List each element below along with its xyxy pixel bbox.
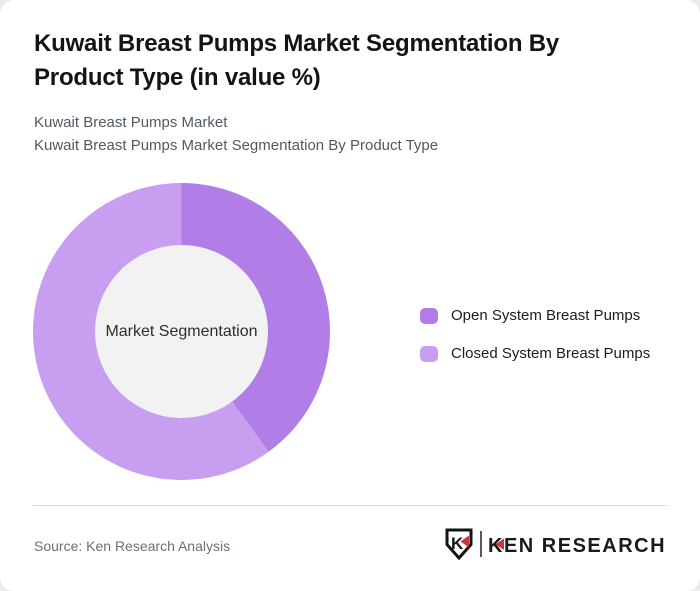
legend-label: Closed System Breast Pumps (451, 345, 651, 362)
subtitle-line-2: Kuwait Breast Pumps Market Segmentation … (34, 137, 439, 154)
svg-text:KEN RESEARCH: KEN RESEARCH (488, 535, 666, 557)
legend-item-open-system[interactable]: Open System Breast Pumps (420, 307, 650, 324)
subtitle-line-1: Kuwait Breast Pumps Market (34, 114, 228, 131)
svg-text:K: K (451, 534, 464, 553)
source-note: Source: Ken Research Analysis (34, 538, 231, 554)
donut-hole: Market Segmentation (95, 245, 268, 418)
donut-chart: Market Segmentation (33, 183, 330, 480)
logo-divider (480, 531, 482, 557)
legend-label: Open System Breast Pumps (451, 307, 641, 324)
footer-divider (33, 505, 667, 506)
donut-center-label: Market Segmentation (105, 322, 258, 340)
chart-subtitle: Kuwait Breast Pumps Market Kuwait Breast… (34, 111, 654, 157)
legend-swatch-open-system (420, 307, 438, 324)
legend-swatch-closed-system (420, 345, 438, 362)
legend-item-closed-system[interactable]: Closed System Breast Pumps (420, 345, 650, 362)
ken-research-logo: K KEN RESEARCH (445, 528, 666, 561)
ken-research-wordmark: KEN RESEARCH (488, 535, 666, 557)
ken-research-shield-icon: K (445, 528, 473, 561)
page-title: Kuwait Breast Pumps Market Segmentation … (34, 30, 560, 91)
chart-legend: Open System Breast Pumps Closed System B… (420, 307, 650, 383)
